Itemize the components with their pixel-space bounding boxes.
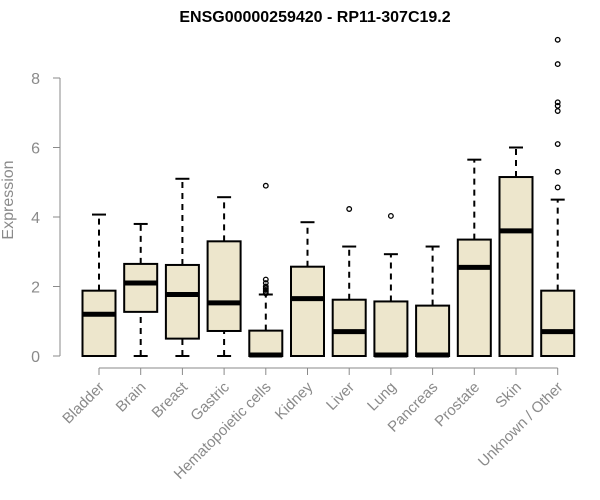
- outlier-point: [554, 141, 561, 147]
- y-tick-label: 0: [31, 349, 40, 366]
- iqr-box: [81, 289, 117, 358]
- outlier-point: [387, 213, 394, 219]
- box-pancreas: [415, 245, 451, 358]
- x-tick-label: Prostate: [432, 379, 484, 431]
- iqr-box: [290, 265, 325, 358]
- x-tick-label: Liver: [323, 379, 358, 414]
- box-hematopoietic-cells: [248, 182, 284, 358]
- x-tick-label: Breast: [149, 378, 192, 421]
- outlier-point: [346, 206, 353, 212]
- outlier-point: [554, 108, 561, 114]
- box-unknown-other: [540, 36, 576, 358]
- y-tick-label: 6: [31, 141, 40, 158]
- iqr-box: [373, 300, 409, 358]
- box-skin: [498, 146, 534, 357]
- box-kidney: [290, 221, 325, 358]
- outlier-point: [554, 168, 561, 175]
- iqr-box: [456, 238, 492, 357]
- y-axis: 0 2 4 6 8: [31, 71, 61, 366]
- outlier-point: [554, 36, 561, 43]
- box-brain: [123, 222, 159, 357]
- y-tick-label: 4: [31, 210, 40, 227]
- box-bladder: [81, 213, 117, 358]
- box-group: [81, 36, 576, 358]
- iqr-box: [164, 263, 200, 340]
- outlier-point: [554, 61, 561, 68]
- x-tick-label: Kidney: [272, 378, 317, 423]
- iqr-box: [331, 298, 367, 357]
- iqr-box: [540, 289, 576, 358]
- iqr-box: [123, 262, 159, 313]
- box-gastric: [206, 196, 242, 357]
- box-liver: [331, 206, 367, 357]
- x-tick-label: Lung: [364, 379, 400, 415]
- x-tick-label: Brain: [113, 379, 150, 416]
- y-tick-label: 2: [31, 280, 40, 297]
- box-breast: [164, 177, 200, 357]
- x-tick-label: Bladder: [59, 379, 108, 428]
- iqr-box: [498, 176, 534, 357]
- box-prostate: [456, 158, 492, 357]
- outlier-point: [554, 99, 561, 106]
- y-tick-label: 8: [31, 71, 40, 88]
- x-tick-label: Skin: [492, 379, 525, 412]
- iqr-box: [206, 240, 242, 332]
- y-axis-label: Expression: [0, 160, 17, 239]
- iqr-box: [415, 304, 451, 357]
- iqr-box: [248, 329, 284, 358]
- outlier-point: [262, 276, 269, 283]
- box-lung: [373, 213, 409, 358]
- chart-title: ENSG00000259420 - RP11-307C19.2: [179, 9, 450, 26]
- outlier-point: [554, 184, 561, 191]
- outlier-point: [262, 290, 269, 297]
- outlier-point: [262, 182, 269, 189]
